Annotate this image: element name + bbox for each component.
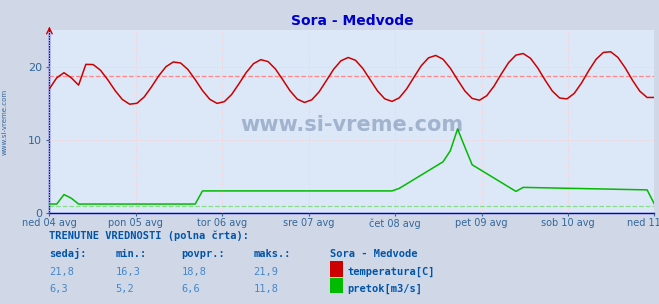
- Text: 21,8: 21,8: [49, 267, 74, 277]
- Text: min.:: min.:: [115, 249, 146, 259]
- Text: 11,8: 11,8: [254, 284, 279, 294]
- Text: www.si-vreme.com: www.si-vreme.com: [241, 115, 463, 135]
- Text: pretok[m3/s]: pretok[m3/s]: [347, 284, 422, 294]
- Text: povpr.:: povpr.:: [181, 249, 225, 259]
- Text: 6,3: 6,3: [49, 284, 68, 294]
- Text: www.si-vreme.com: www.si-vreme.com: [2, 88, 8, 155]
- Text: 5,2: 5,2: [115, 284, 134, 294]
- Text: 21,9: 21,9: [254, 267, 279, 277]
- Text: temperatura[C]: temperatura[C]: [347, 267, 435, 277]
- Text: sedaj:: sedaj:: [49, 248, 87, 259]
- Text: 18,8: 18,8: [181, 267, 206, 277]
- Text: 6,6: 6,6: [181, 284, 200, 294]
- Title: Sora - Medvode: Sora - Medvode: [291, 14, 413, 28]
- Text: TRENUTNE VREDNOSTI (polna črta):: TRENUTNE VREDNOSTI (polna črta):: [49, 230, 249, 241]
- Text: Sora - Medvode: Sora - Medvode: [330, 249, 417, 259]
- Text: maks.:: maks.:: [254, 249, 291, 259]
- Text: 16,3: 16,3: [115, 267, 140, 277]
